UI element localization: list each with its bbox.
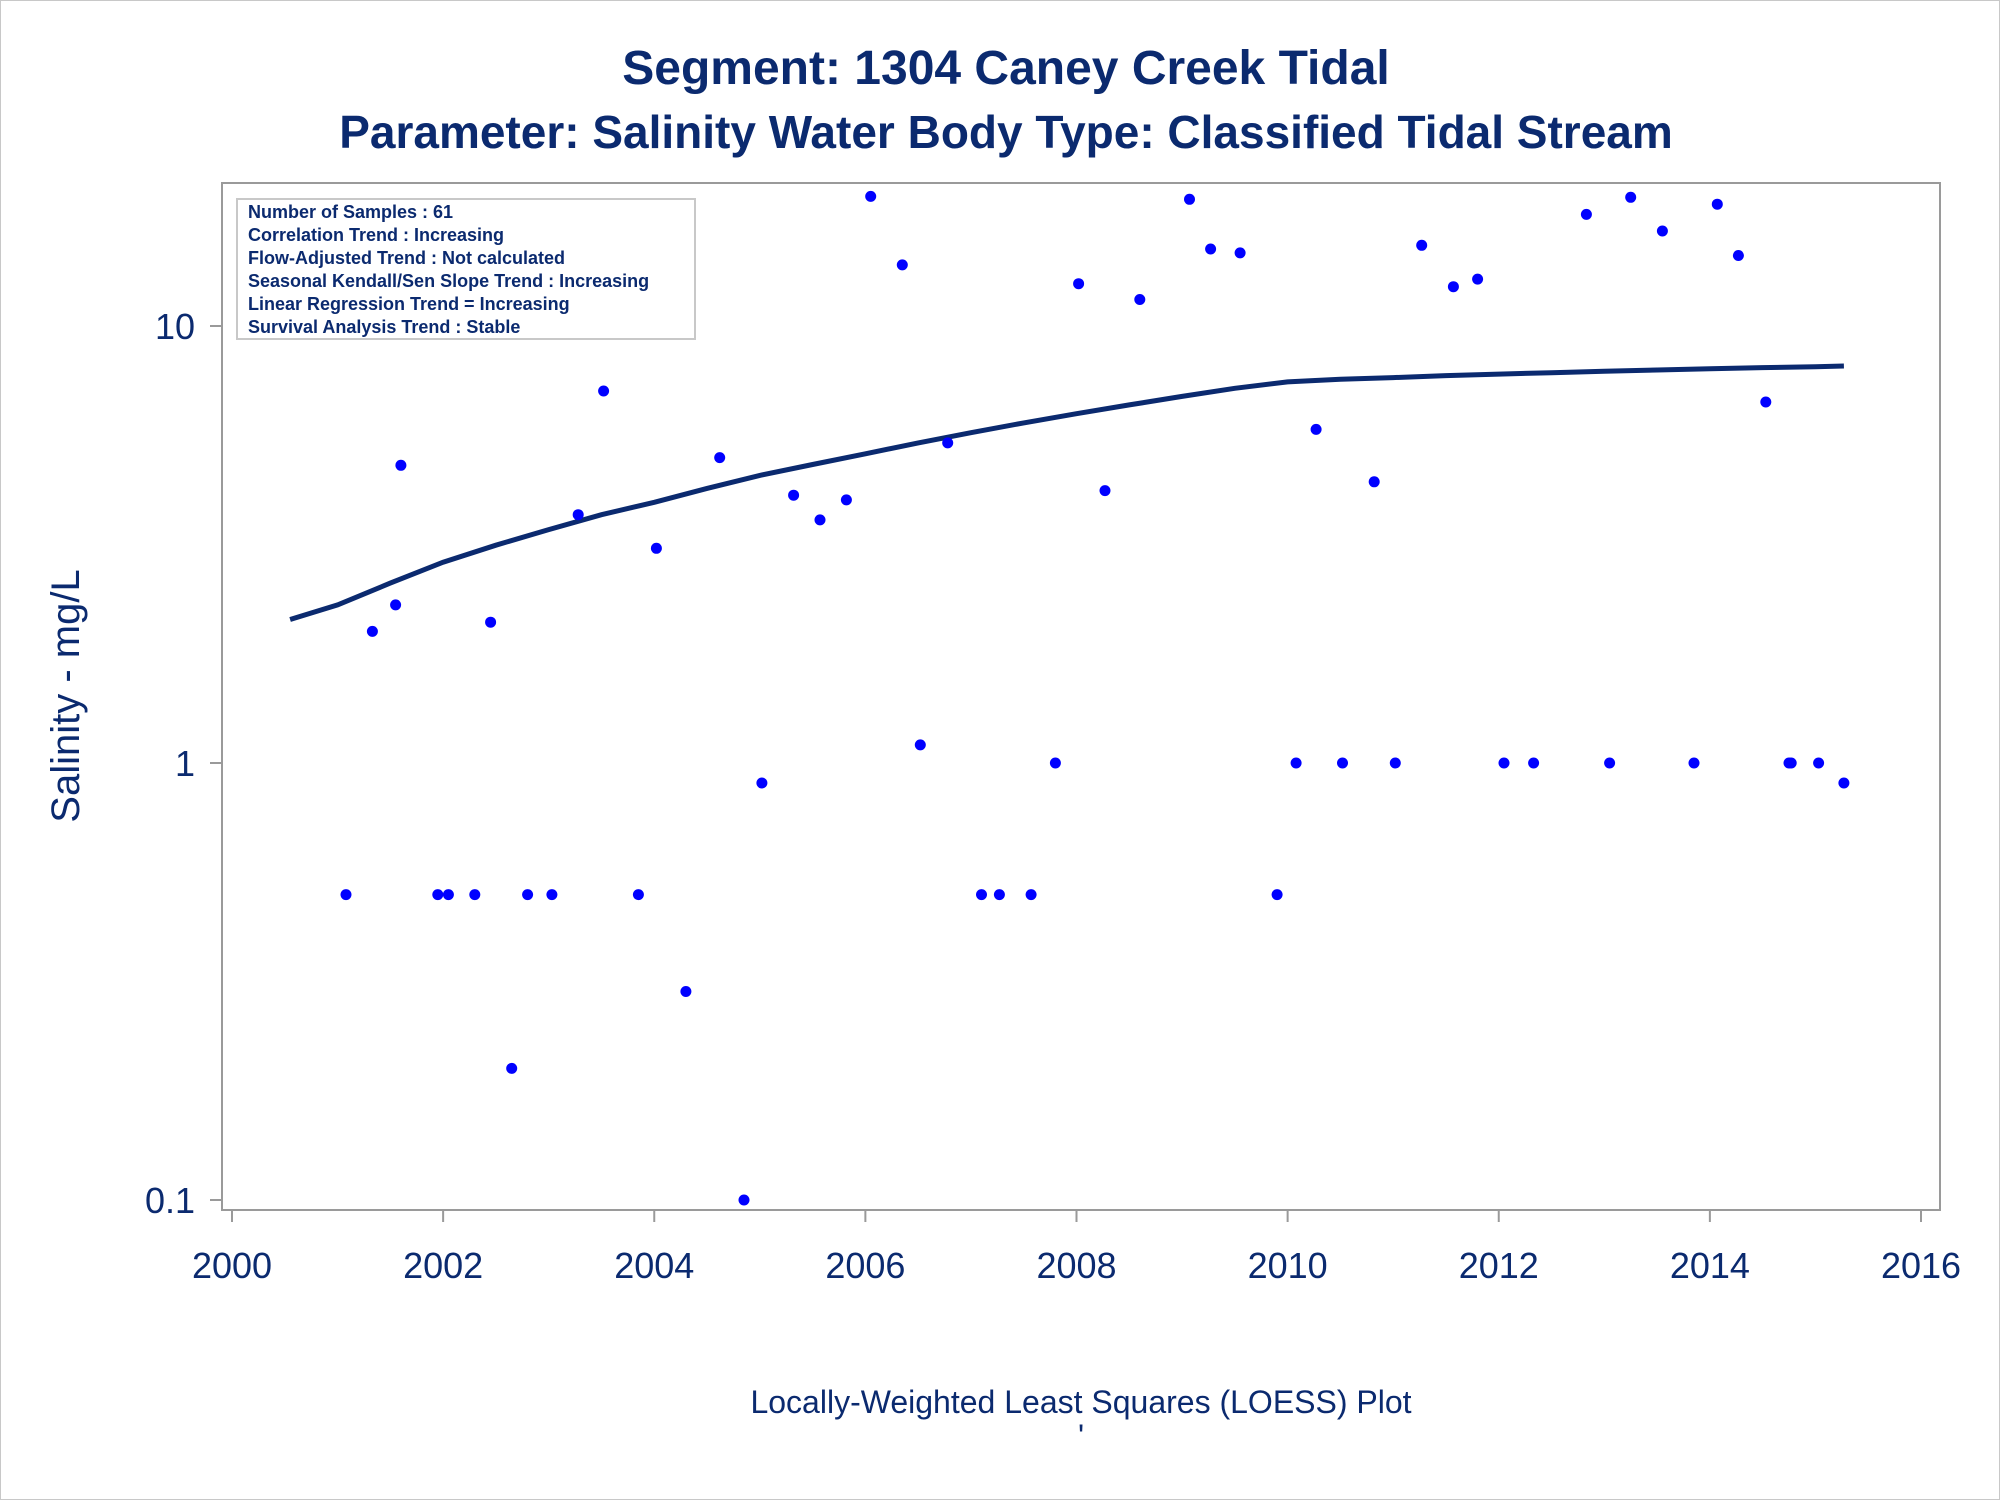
chart-title: Segment: 1304 Caney Creek Tidal	[622, 42, 1389, 95]
data-point	[756, 777, 768, 789]
data-point	[1073, 278, 1085, 290]
footnote-mark: '	[1078, 1418, 1084, 1454]
x-tick-label: 2010	[1248, 1245, 1328, 1286]
data-point	[1604, 757, 1616, 769]
data-point	[1498, 757, 1510, 769]
x-tick-label: 2000	[192, 1245, 272, 1286]
chart-subtitle: Parameter: Salinity Water Body Type: Cla…	[339, 106, 1673, 158]
y-tick-label: 0.1	[145, 1180, 195, 1221]
data-point	[1760, 396, 1772, 408]
data-point	[814, 514, 826, 526]
data-point	[1656, 225, 1668, 237]
info-line: Linear Regression Trend = Increasing	[248, 294, 570, 314]
data-point	[598, 385, 610, 397]
data-point	[1290, 757, 1302, 769]
data-point	[896, 259, 908, 271]
data-point	[1389, 757, 1401, 769]
x-tick-label: 2006	[825, 1245, 905, 1286]
info-box: Number of Samples : 61 Correlation Trend…	[236, 198, 696, 340]
data-point	[1447, 281, 1459, 293]
y-tick-label: 1	[175, 743, 195, 784]
data-point	[506, 1062, 518, 1074]
info-line: Flow-Adjusted Trend : Not calculated	[248, 248, 565, 268]
data-point	[976, 889, 987, 901]
data-point	[1025, 889, 1037, 901]
x-tick-label: 2012	[1459, 1245, 1539, 1286]
x-tick-label: 2002	[403, 1245, 483, 1286]
data-point	[632, 889, 644, 901]
data-point	[432, 889, 444, 901]
data-point	[865, 190, 877, 202]
data-point	[1838, 777, 1850, 789]
data-point	[572, 509, 584, 521]
data-point	[366, 625, 378, 637]
data-layer	[284, 190, 1850, 1206]
data-point	[1785, 757, 1797, 769]
x-tick-label: 2008	[1036, 1245, 1116, 1286]
data-point	[1134, 294, 1146, 305]
data-point	[1099, 485, 1111, 497]
data-point	[993, 889, 1005, 901]
data-point	[1732, 250, 1744, 261]
data-point	[1711, 198, 1723, 210]
info-box-border	[236, 198, 696, 340]
data-point	[914, 739, 926, 751]
x-tick-label: 2004	[614, 1245, 694, 1286]
axes: 2000 2002 2004 2006 2008 2010 2012 2014 2016 0.1 1…	[145, 306, 1961, 1286]
data-point	[738, 1194, 750, 1206]
data-point	[1049, 757, 1061, 769]
data-point	[442, 889, 454, 901]
plot-area-border	[221, 182, 1941, 1211]
data-point	[942, 437, 954, 449]
data-point	[390, 599, 402, 611]
data-point	[1271, 889, 1283, 901]
footnote: Locally-Weighted Least Squares (LOESS) P…	[750, 1384, 1411, 1420]
y-axis-label: Salinity - mg/L	[44, 569, 88, 822]
loess-curve	[289, 363, 1844, 622]
data-point	[1688, 757, 1700, 769]
data-point	[1625, 191, 1637, 203]
data-point	[1184, 193, 1195, 205]
data-point	[1472, 273, 1484, 285]
data-point	[1368, 476, 1380, 488]
data-point	[840, 494, 852, 506]
data-point	[680, 986, 692, 997]
data-point	[395, 459, 407, 471]
info-line: Survival Analysis Trend : Stable	[248, 317, 520, 337]
x-tick-label: 2014	[1670, 1245, 1750, 1286]
data-point	[1205, 243, 1217, 255]
x-tick-label: 2016	[1881, 1245, 1961, 1286]
info-line: Correlation Trend : Increasing	[248, 225, 504, 245]
data-point	[1416, 239, 1428, 251]
data-point	[1528, 757, 1540, 769]
data-point	[1337, 757, 1348, 769]
data-point	[1234, 247, 1246, 259]
data-point	[714, 452, 726, 464]
data-point	[788, 489, 800, 501]
data-point	[650, 542, 662, 554]
data-point	[469, 889, 481, 901]
info-line: Number of Samples : 61	[248, 202, 453, 222]
data-point	[546, 889, 558, 901]
data-point	[1310, 423, 1322, 435]
y-tick-label: 10	[155, 306, 195, 347]
info-line: Seasonal Kendall/Sen Slope Trend : Incre…	[248, 271, 649, 291]
data-point	[522, 889, 534, 901]
data-point	[340, 889, 352, 901]
data-point	[1580, 208, 1592, 220]
data-point	[1813, 757, 1825, 769]
data-point	[485, 616, 497, 628]
